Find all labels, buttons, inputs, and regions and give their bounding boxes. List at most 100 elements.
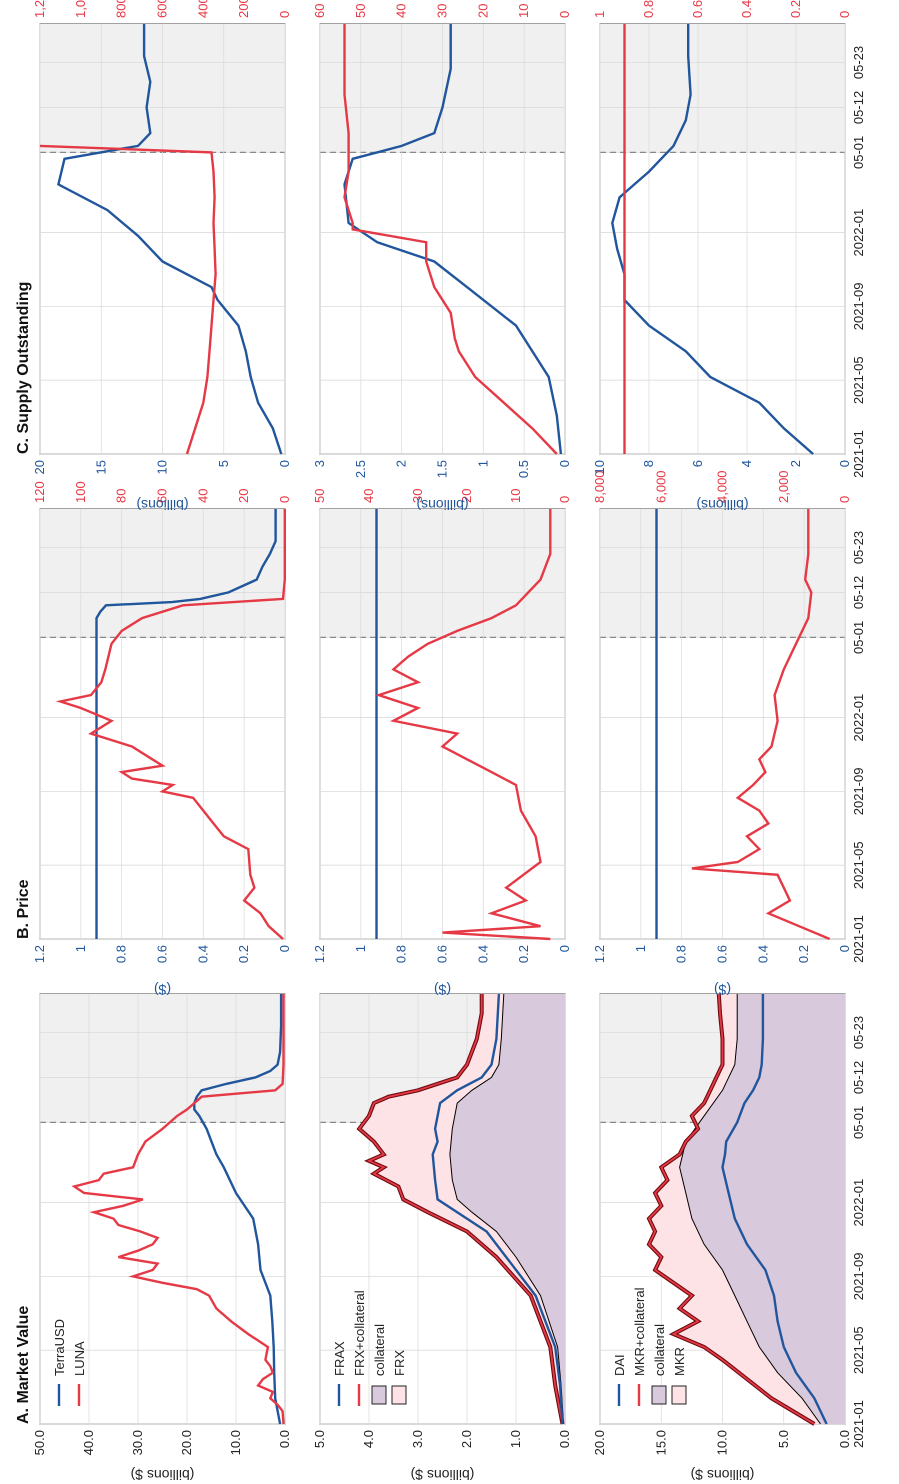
y-tick-label-right: 400 — [195, 0, 210, 18]
series-line-DAI — [721, 994, 828, 1425]
y-tick-label-right: 600 — [155, 0, 170, 18]
series-line — [55, 509, 286, 940]
y-tick-label: 0.4 — [475, 945, 490, 963]
legend-label: TerraUSD — [52, 1319, 67, 1376]
y-tick-label-right: 2,000 — [776, 470, 791, 503]
panel-A3: 0.0 5.0 10.0 15.0 20.0 (billions $) 2021-01 202… — [592, 993, 866, 1483]
y-axis-label: (billions) — [416, 497, 468, 513]
crisis-shade — [40, 994, 285, 1123]
y-tick-label-right: 800 — [114, 0, 129, 18]
x-tick-label: 05-23 — [851, 531, 866, 564]
y-tick-label: 0.4 — [195, 945, 210, 963]
series-line — [611, 24, 814, 455]
y-tick-label: 2 — [788, 460, 803, 467]
y-tick-label: 1 — [73, 945, 88, 952]
y-tick-label: 20 — [32, 460, 47, 474]
series-line — [71, 994, 285, 1425]
y-axis-label: (billions) — [696, 497, 748, 513]
y-tick-label-right: 1,200 — [32, 0, 47, 18]
y-tick-label-right: 100 — [73, 481, 88, 503]
y-tick-label-right: 10 — [516, 4, 531, 18]
y-tick-label-right: 10 — [508, 489, 523, 503]
series-line — [343, 24, 558, 455]
y-tick-label: 30.0 — [130, 1430, 145, 1455]
legend-swatch — [391, 1385, 407, 1405]
y-tick-label: 15.0 — [653, 1430, 668, 1455]
panel-C3: 024681000.20.40.60.81(millions)(billions… — [592, 0, 866, 513]
x-tick-label: 2021-09 — [851, 768, 866, 816]
y-axis-label: (billions $) — [691, 1467, 755, 1483]
y-tick-label: 0 — [557, 945, 572, 952]
area-collateral — [449, 994, 565, 1424]
y-tick-label-right: 0 — [277, 496, 292, 503]
y-tick-label-right: 0.8 — [641, 0, 656, 18]
series-line — [691, 509, 831, 941]
y-tick-label: 0.2 — [236, 945, 251, 963]
panel-B1: 00.20.40.60.811.2020406080100120($)($)B.… — [15, 438, 292, 998]
series-line-MKR+collateral — [647, 993, 815, 1425]
y-tick-label-right: 0 — [557, 11, 572, 18]
panel-A2: 0.0 1.0 2.0 3.0 4.0 5.0 (billions $) FRAX FRX+co… — [312, 993, 572, 1483]
legend-swatch — [671, 1385, 687, 1405]
y-tick-label: 0 — [837, 945, 852, 952]
x-tick-label: 2021-05 — [851, 841, 866, 889]
panel-B3: 0 0.2 0.4 0.6 0.8 1 1.2 0 2,000 4,000 6,000 8,000 ($… — [592, 438, 866, 998]
series-line — [95, 509, 277, 939]
y-tick-label-right: 1,000 — [73, 0, 88, 18]
y-tick-label: 8 — [641, 460, 656, 467]
y-tick-label: 15 — [93, 460, 108, 474]
y-tick-label-right: 6,000 — [653, 470, 668, 503]
y-tick-label-right: 40 — [195, 489, 210, 503]
x-tick-label: 2021-09 — [851, 1253, 866, 1301]
y-tick-label: 0.6 — [155, 945, 170, 963]
y-axis-label: ($) — [154, 982, 171, 998]
y-tick-label: 0 — [557, 460, 572, 467]
y-tick-label-right: 20 — [236, 489, 251, 503]
x-tick-label: 05-12 — [851, 576, 866, 609]
y-tick-label-right: 200 — [236, 0, 251, 18]
series-line — [343, 24, 563, 455]
collateral-line — [679, 994, 821, 1425]
series-line-FRAX — [431, 993, 564, 1425]
y-tick-label: 0.0 — [837, 1430, 852, 1448]
y-tick-label-right: 0 — [837, 11, 852, 18]
x-tick-label: 2021-01 — [851, 430, 866, 478]
y-tick-label-right: 1 — [592, 11, 607, 18]
y-tick-label: 0 — [277, 460, 292, 467]
series-line — [193, 994, 283, 1425]
collateral-line — [449, 993, 564, 1425]
y-tick-label-right: 50 — [312, 489, 327, 503]
x-tick-label: 2022-01 — [851, 209, 866, 257]
panel-title: C. Supply Outstanding — [15, 282, 32, 454]
y-tick-label: 2.0 — [459, 1430, 474, 1448]
y-tick-label: 6 — [690, 460, 705, 467]
legend-label: FRAX — [332, 1341, 347, 1376]
y-tick-label: 10.0 — [228, 1430, 243, 1455]
y-tick-label-right: 80 — [114, 489, 129, 503]
crisis-shade — [600, 23, 845, 153]
y-tick-label-right: 60 — [312, 4, 327, 18]
series-line — [39, 144, 217, 455]
y-tick-label: 0.8 — [114, 945, 129, 963]
x-tick-label: 05-23 — [851, 46, 866, 79]
series-line — [374, 509, 552, 941]
legend-label: FRX+collateral — [352, 1290, 367, 1376]
area-collateral — [679, 994, 845, 1424]
x-tick-label: 05-01 — [851, 136, 866, 169]
series-line — [57, 24, 283, 455]
y-tick-label: 2.5 — [353, 460, 368, 478]
y-axis-label: ($) — [434, 982, 451, 998]
y-tick-label: 5.0 — [312, 1430, 327, 1448]
y-tick-label: 3 — [312, 460, 327, 467]
x-tick-label: 2021-05 — [851, 1326, 866, 1374]
y-tick-label: 40.0 — [81, 1430, 96, 1455]
y-tick-label: 20.0 — [592, 1430, 607, 1455]
y-axis-label: (billions) — [136, 497, 188, 513]
y-tick-label-right: 0.2 — [788, 0, 803, 18]
legend-label: MKR — [672, 1347, 687, 1376]
y-tick-label-right: 0 — [277, 11, 292, 18]
y-tick-label: 1 — [633, 945, 648, 952]
x-tick-label: 05-01 — [851, 621, 866, 654]
y-tick-label-right: 120 — [32, 481, 47, 503]
